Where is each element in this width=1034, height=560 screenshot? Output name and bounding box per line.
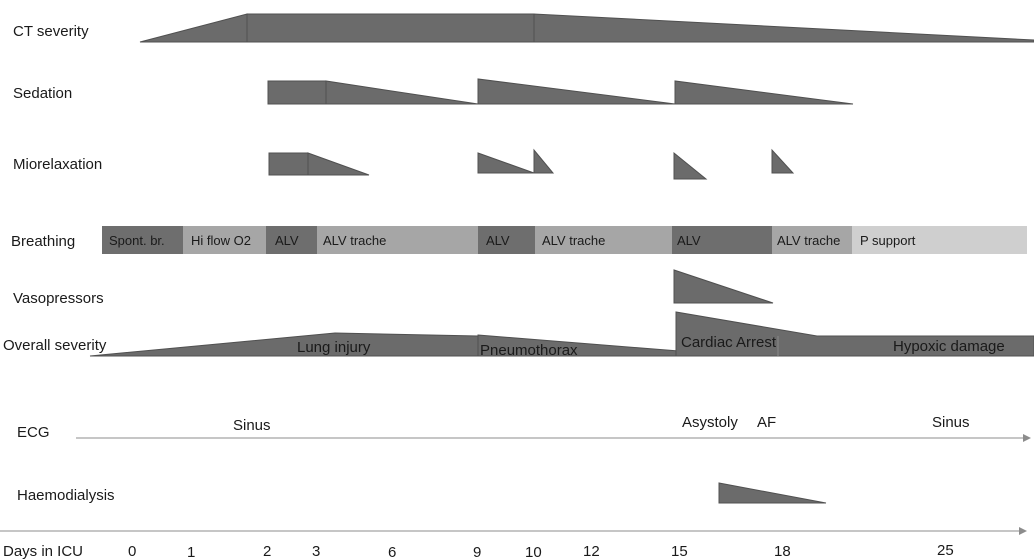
breathing-segment [183,226,266,254]
vasopressors-track [673,269,774,304]
row-label-miorelaxation: Miorelaxation [13,156,102,173]
row-label-vasopressors: Vasopressors [13,290,104,307]
day-tick-label: 18 [774,543,791,560]
ecg-label-sinus-start: Sinus [233,417,271,434]
ct-severity-rise [139,13,248,43]
breathing-segment-label: Hi flow O2 [191,233,251,248]
row-label-breathing: Breathing [11,233,75,250]
row-label-ecg: ECG [17,424,50,441]
sedation-track [267,78,854,105]
breathing-segment-label: ALV [486,233,510,248]
severity-label-cardiac-arrest: Cardiac Arrest [681,334,777,351]
miorelaxation-block-1 [268,152,309,176]
row-label-overall-severity: Overall severity [3,337,107,354]
day-tick-label: 2 [263,543,271,560]
haemodialysis-taper [718,482,827,504]
breathing-segment-label: ALV trache [777,233,840,248]
miorelaxation-track [268,148,795,180]
row-label-sedation: Sedation [13,85,72,102]
breathing-segment-label: ALV trache [542,233,605,248]
ct-severity-track [139,13,1034,43]
breathing-segment [266,226,317,254]
sedation-taper-1 [325,80,479,105]
haemodialysis-track [718,482,827,504]
day-tick-label: 10 [525,544,542,560]
breathing-segment-label: ALV [677,233,701,248]
ecg-label-sinus-end: Sinus [932,414,970,431]
row-label-days-in-icu: Days in ICU [3,543,83,560]
day-tick-label: 15 [671,543,688,560]
overall-severity-track [89,311,1034,357]
breathing-segment [672,226,772,254]
severity-label-pneumothorax: Pneumothorax [480,342,578,359]
day-tick-label: 3 [312,543,320,560]
day-tick-label: 0 [128,543,136,560]
severity-label-lung-injury: Lung injury [297,339,371,356]
ct-severity-plateau [246,13,535,43]
overall-severity-rise [89,332,479,357]
breathing-segment [102,226,183,254]
miorelaxation-taper-4 [673,151,708,180]
breathing-segment [852,226,1027,254]
sedation-taper-2 [477,78,676,105]
sedation-taper-3 [674,80,854,105]
sedation-block-1 [267,80,327,105]
miorelaxation-taper-1 [307,152,370,176]
ecg-label-af: AF [757,414,776,431]
miorelaxation-taper-5 [771,148,795,174]
breathing-segment-label: Spont. br. [109,233,165,248]
breathing-segment [772,226,852,254]
miorelaxation-taper-3 [533,148,555,174]
overall-severity-cardiac-arrest [675,311,1034,357]
breathing-segment [535,226,672,254]
breathing-segment-label: P support [860,233,916,248]
day-tick-label: 25 [937,542,954,559]
miorelaxation-taper-2 [477,152,535,174]
breathing-segment-label: ALV trache [323,233,386,248]
day-tick-label: 6 [388,544,396,560]
breathing-segment [317,226,478,254]
breathing-bar: Spont. br. Hi flow O2 ALV ALV trache ALV… [102,226,1027,254]
breathing-segment [478,226,535,254]
ct-severity-decline [533,13,1034,43]
row-label-haemodialysis: Haemodialysis [17,487,115,504]
vasopressors-taper [673,269,774,304]
row-label-ct-severity: CT severity [13,23,89,40]
severity-label-hypoxic-damage: Hypoxic damage [893,338,1005,355]
day-tick-label: 9 [473,544,481,560]
day-tick-label: 12 [583,543,600,560]
ecg-label-asystoly: Asystoly [682,414,738,431]
breathing-segment-label: ALV [275,233,299,248]
day-tick-label: 1 [187,544,195,560]
